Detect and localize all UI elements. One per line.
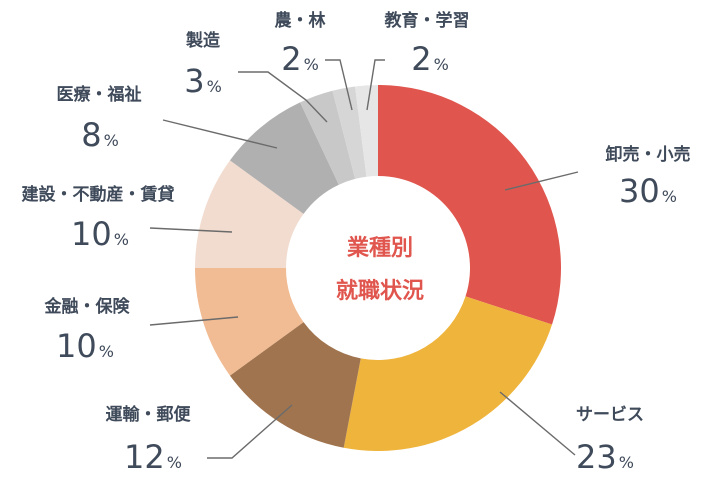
leader-line-6	[162, 119, 278, 149]
slice-value-7: 3%	[184, 62, 222, 100]
leader-line-5	[149, 227, 233, 233]
slice-label-7: 製造	[185, 30, 221, 51]
slice-value-3: 12%	[124, 438, 182, 476]
leader-line-8	[325, 59, 353, 111]
slice-2	[343, 296, 553, 451]
slices-group	[195, 85, 561, 451]
leader-line-3	[207, 404, 293, 459]
leader-line-1	[504, 171, 579, 191]
slice-7	[300, 90, 356, 185]
slice-value-2: 23%	[576, 438, 634, 476]
slice-label-5: 建設・不動産・賃貸	[22, 184, 175, 205]
slice-value-4: 10%	[56, 327, 114, 365]
chart-title-line-1: 業種別	[347, 236, 413, 261]
slice-9	[355, 85, 378, 177]
slice-5	[195, 160, 304, 268]
slice-6	[229, 102, 339, 214]
slice-value-6: 8%	[81, 116, 119, 154]
slice-1	[378, 85, 561, 325]
slice-value-9: 2%	[411, 40, 449, 78]
slice-value-5: 10%	[71, 215, 129, 253]
leader-line-4	[149, 316, 239, 326]
slice-label-2: サービス	[576, 405, 644, 425]
slice-label-9: 教育・学習	[384, 10, 470, 31]
slice-label-3: 運輸・郵便	[106, 404, 192, 425]
slice-label-8: 農・林	[275, 10, 326, 31]
slice-4	[195, 268, 304, 376]
leader-line-2	[499, 391, 576, 456]
labels-group: 卸売・小売 30 % サービス 23 % 運輸・郵便 12 % 金融・保険 10 % 建設・不動産・賃貸…	[22, 10, 691, 476]
slice-label-6: 医療・福祉	[57, 84, 142, 105]
slice-value-1: 30%	[619, 172, 677, 210]
leader-line-9	[366, 59, 385, 111]
slice-8	[332, 86, 367, 179]
leader-line-7	[238, 71, 328, 123]
slice-label-1: 卸売・小売	[606, 144, 691, 165]
leader-lines-group	[149, 59, 579, 459]
slice-label-4: 金融・保険	[44, 296, 131, 317]
slice-value-8: 2%	[281, 40, 319, 78]
chart-title-line-2: 就職状況	[336, 278, 424, 304]
slice-3	[229, 322, 361, 448]
